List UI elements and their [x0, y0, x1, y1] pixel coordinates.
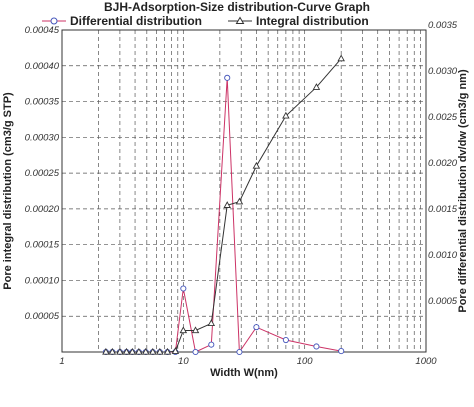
series-differential-distribution-point	[192, 348, 199, 356]
legend-integral-label: Integral distribution	[256, 14, 369, 28]
y-left-tick-label: 0.00045	[25, 25, 60, 36]
series-integral-distribution-point	[108, 347, 117, 355]
series-integral-distribution-point	[163, 347, 172, 355]
series-integral-distribution-point	[156, 347, 164, 355]
legend: Differential distribution Integral distr…	[42, 14, 369, 28]
y-right-axis-label: Pore differential distribution dv/dw (cm…	[457, 69, 469, 313]
series-integral-distribution-point	[122, 347, 131, 355]
x-tick-label: 1000	[415, 356, 437, 367]
series-integral-distribution-point	[171, 347, 180, 354]
y-left-tick-label: 0.00015	[25, 240, 60, 251]
series-integral-distribution-point	[179, 326, 188, 334]
series-integral-distribution-point	[235, 197, 244, 205]
y-right-tick-label: 0.0025	[428, 112, 458, 123]
series-integral-distribution-point	[282, 111, 290, 119]
series-integral-distribution-line	[105, 58, 342, 353]
y-left-tick-label: 0.00025	[25, 168, 60, 179]
series-integral-distribution-point	[312, 83, 321, 90]
series-integral-distribution-point	[223, 201, 231, 208]
legend-integral-marker	[235, 16, 245, 24]
series-differential-distribution-point	[253, 324, 260, 331]
y-right-tick-label: 0.0010	[428, 250, 458, 261]
series-differential-distribution-line	[105, 77, 342, 354]
legend-differential-marker	[50, 17, 58, 25]
x-tick-label: 1	[59, 356, 64, 367]
x-tick-label: 100	[297, 356, 314, 367]
x-ticks: 1 10 100 1000	[59, 356, 437, 367]
series-integral-distribution-point	[116, 347, 124, 355]
y-left-tick-label: 0.00005	[25, 311, 60, 322]
plot-frame	[61, 29, 427, 353]
y-left-axis-label: Pore integral distribution (cm3/g STP)	[2, 92, 14, 290]
series-integral-distribution-point	[252, 161, 261, 169]
series-integral-distribution-point	[149, 347, 157, 355]
legend-differential-label: Differential distribution	[70, 14, 202, 28]
series-differential-distribution-point	[208, 341, 215, 348]
y-left-tick-label: 0.00040	[25, 61, 60, 72]
x-tick-label: 10	[178, 356, 189, 367]
series-integral-distribution-point	[337, 54, 345, 62]
series-integral-distribution-point	[191, 326, 200, 334]
y-right-tick-label: 0.0005	[428, 296, 458, 307]
series-differential-distribution-point	[282, 336, 289, 344]
y-right-tick-label: 0.0020	[428, 158, 458, 169]
series-integral-distribution-point	[135, 347, 143, 355]
y-right-ticks: 0.0005 0.0010 0.0015 0.0020 0.0025 0.0030 0.00…	[428, 20, 458, 307]
y-left-tick-label: 0.00010	[25, 275, 60, 286]
series-layer	[102, 54, 345, 356]
chart-title: BJH-Adsorption-Size distribution-Curve G…	[104, 0, 370, 14]
x-axis-label: Width W(nm)	[210, 367, 278, 379]
y-left-tick-label: 0.00035	[25, 97, 60, 108]
grid	[62, 30, 426, 352]
series-integral-distribution-point	[128, 347, 137, 355]
y-left-tick-label: 0.00030	[25, 132, 60, 143]
series-differential-distribution-point	[313, 343, 320, 350]
y-left-ticks: 0.00005 0.00010 0.00015 0.00020 0.00025 0.000…	[25, 25, 60, 322]
series-integral-distribution-point	[141, 347, 150, 355]
y-right-tick-label: 0.0030	[428, 66, 458, 77]
y-left-tick-label: 0.00020	[25, 204, 60, 215]
y-right-tick-label: 0.0035	[428, 20, 458, 31]
series-differential-distribution-point	[180, 285, 187, 292]
series-integral-distribution-point	[102, 347, 110, 355]
series-differential-distribution-point	[338, 348, 345, 355]
series-differential-distribution-point	[224, 74, 231, 81]
series-integral-distribution-point	[207, 319, 216, 327]
series-differential-distribution-point	[236, 348, 243, 356]
y-right-tick-label: 0.0015	[428, 204, 458, 215]
